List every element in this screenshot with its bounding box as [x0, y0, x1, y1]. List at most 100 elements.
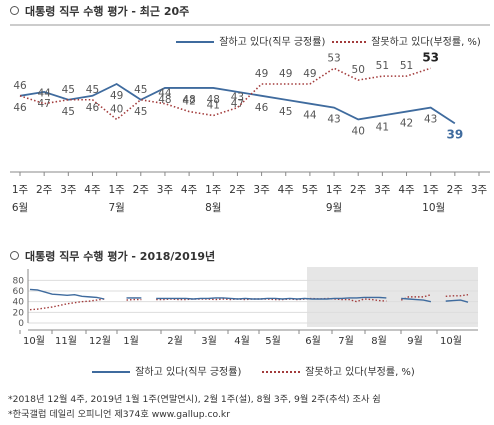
y-tick-label: 20 [13, 308, 25, 318]
top-line-chart: 1주 2주 3주 4주 1주 2주 3주 4주 1주 2주 3주 4주 5주 1주 2주 3주 4주 1주 2주 3주… [10, 24, 490, 214]
disapproval-line [19, 67, 431, 121]
month-label: 9월 [326, 202, 342, 214]
disapproval-data-label: 46 [13, 80, 27, 92]
x-tick-label: 3주 [60, 184, 77, 196]
approval-data-label: 42 [400, 118, 413, 130]
month-label: 6월 [305, 335, 321, 347]
disapproval-data-label: 41 [207, 100, 220, 112]
month-label: 8월 [205, 202, 221, 214]
month-label: 10월 [422, 202, 445, 214]
disapproval-data-label: 53 [327, 52, 340, 64]
month-label: 6월 [12, 202, 28, 214]
disapproval-data-label: 51 [376, 60, 389, 72]
approval-data-label: 48 [158, 94, 171, 106]
approval-data-label: 43 [424, 114, 437, 126]
approval-line-segment [445, 299, 469, 303]
approval-data-label: 46 [255, 102, 269, 114]
disapproval-data-label: 44 [158, 88, 172, 100]
disapproval-line-segment [29, 298, 105, 311]
y-tick-label: 40 [13, 298, 25, 308]
x-tick-label: 2주 [36, 184, 53, 196]
x-tick-label: 1주 [205, 184, 222, 196]
month-label: 10월 [23, 335, 45, 347]
approval-line-segment [29, 288, 105, 300]
x-tick-label: 1주 [423, 184, 440, 196]
approval-data-label: 44 [303, 110, 317, 122]
disapproval-data-label: 49 [303, 68, 316, 80]
disapproval-data-label: 44 [37, 88, 51, 100]
solid-line-legend-icon [176, 41, 214, 43]
x-tick-label: 2주 [229, 184, 246, 196]
month-label: 7월 [108, 202, 124, 214]
x-tick-label: 3주 [374, 184, 391, 196]
disapproval-data-label: 45 [134, 84, 147, 96]
approval-data-label: 47 [37, 98, 50, 110]
x-tick-label: 4주 [84, 184, 101, 196]
approval-data-label: 48 [207, 94, 220, 106]
x-tick-label: 4주 [181, 184, 198, 196]
dotted-line-legend-icon [332, 41, 366, 43]
y-tick-label: 80 [13, 276, 25, 286]
x-tick-label: 3주 [471, 184, 488, 196]
approval-data-label: 49 [110, 90, 123, 102]
bottom-legend-approval: 잘하고 있다(직무 긍정률) [92, 363, 241, 378]
disapproval-line-segment [445, 294, 469, 298]
top-legend-approval: 잘하고 있다(직무 긍정률) [176, 33, 325, 48]
bottom-chart-title: 대통령 직무 수행 평가 - 2018/2019년 [10, 248, 215, 264]
month-label: 5월 [265, 335, 281, 347]
x-tick-label: 3주 [253, 184, 270, 196]
disapproval-line-segment [400, 294, 432, 301]
y-tick-label: 60 [13, 287, 25, 297]
month-label: 2월 [167, 335, 183, 347]
footnote-source: *한국갤럽 데일리 오피니언 제374호 www.gallup.co.kr [8, 409, 230, 420]
disapproval-data-label: 42 [182, 96, 195, 108]
disapproval-data-label: 51 [400, 60, 413, 72]
disapproval-line-segment [126, 298, 142, 301]
month-label: 8월 [371, 335, 387, 347]
approval-data-label: 46 [13, 102, 27, 114]
approval-data-label: 45 [279, 106, 292, 118]
x-tick-label: 1주 [326, 184, 343, 196]
footnote-survey-breaks: *2018년 12월 4주, 2019년 1월 1주(연말연시), 2월 1주(… [8, 394, 381, 405]
shaded-recent-region [307, 267, 478, 327]
bottom-legend-disapproval: 잘못하고 있다(부정률, %) [262, 363, 415, 378]
month-label: 11월 [55, 335, 77, 347]
y-tick-label: 0 [18, 319, 24, 329]
x-tick-label: 2주 [447, 184, 464, 196]
top-legend-disapproval: 잘못하고 있다(부정률, %) [332, 33, 481, 48]
approval-data-label: 39 [446, 127, 463, 141]
solid-line-legend-icon [92, 371, 130, 373]
disapproval-data-label: 43 [231, 92, 244, 104]
x-tick-label: 5주 [302, 184, 319, 196]
month-label: 12월 [89, 335, 111, 347]
disapproval-data-label: 49 [279, 68, 292, 80]
x-tick-label: 1주 [12, 184, 29, 196]
month-label: 10월 [440, 335, 462, 347]
x-tick-label: 3주 [157, 184, 174, 196]
approval-data-label: 41 [376, 122, 389, 134]
month-label: 1월 [123, 335, 139, 347]
approval-data-label: 45 [62, 106, 75, 118]
circle-marker-icon [10, 251, 19, 260]
x-tick-label: 4주 [398, 184, 415, 196]
disapproval-data-label: 50 [352, 64, 365, 76]
x-tick-label: 4주 [278, 184, 295, 196]
month-label: 4월 [234, 335, 250, 347]
disapproval-data-label: 40 [110, 103, 123, 115]
approval-data-label: 43 [327, 114, 340, 126]
x-tick-label: 1주 [108, 184, 125, 196]
month-label: 9월 [407, 335, 423, 347]
approval-data-label: 48 [182, 94, 195, 106]
x-tick-label: 2주 [350, 184, 367, 196]
approval-line-segment [401, 297, 432, 303]
top-chart-title: 대통령 직무 수행 평가 - 최근 20주 [10, 3, 189, 19]
x-tick-label: 2주 [133, 184, 150, 196]
disapproval-data-label: 53 [422, 50, 439, 64]
month-label: 3월 [201, 335, 217, 347]
dotted-line-legend-icon [262, 371, 300, 373]
approval-data-label: 47 [231, 98, 244, 110]
disapproval-data-label: 45 [86, 84, 99, 96]
approval-data-label: 40 [352, 125, 365, 137]
month-label: 7월 [338, 335, 354, 347]
